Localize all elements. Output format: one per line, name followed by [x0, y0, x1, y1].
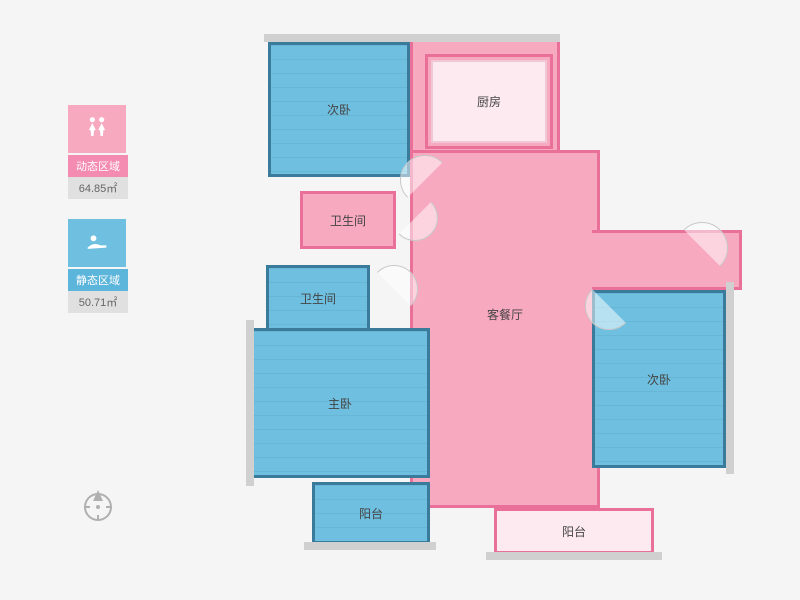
people-icon — [68, 105, 126, 153]
room-bath-pink-label: 卫生间 — [330, 212, 366, 229]
room-bath-blue: 卫生间 — [266, 265, 370, 331]
room-bedroom-nw-label: 次卧 — [327, 101, 351, 118]
room-living-label: 客餐厅 — [487, 306, 523, 323]
legend-static: 静态区域 50.71㎡ — [68, 219, 128, 313]
wall-3 — [726, 282, 734, 474]
wall-4 — [304, 542, 436, 550]
room-kitchen-label: 厨房 — [477, 93, 501, 110]
room-bath-blue-label: 卫生间 — [300, 290, 336, 307]
wall-5 — [486, 552, 662, 560]
room-balcony-s-label: 阳台 — [562, 523, 586, 540]
floorplan: 客餐厅 厨房 次卧 卫生间 卫生间 主卧 阳台 次卧 阳台 — [240, 20, 760, 580]
rest-icon — [68, 219, 126, 267]
wall-1 — [264, 34, 560, 42]
room-bedroom-se-label: 次卧 — [647, 371, 671, 388]
room-master: 主卧 — [250, 328, 430, 478]
room-bath-pink: 卫生间 — [300, 191, 396, 249]
legend-dynamic: 动态区域 64.85㎡ — [68, 105, 128, 199]
room-balcony-w-label: 阳台 — [359, 505, 383, 522]
room-kitchen: 厨房 — [425, 54, 553, 149]
room-master-label: 主卧 — [328, 395, 352, 412]
legend-static-label: 静态区域 — [68, 269, 128, 291]
room-bedroom-nw: 次卧 — [268, 42, 410, 177]
legend-dynamic-value: 64.85㎡ — [68, 177, 128, 199]
room-balcony-w: 阳台 — [312, 482, 430, 544]
room-living-main: 客餐厅 — [410, 150, 600, 508]
wall-2 — [246, 320, 254, 486]
legend-dynamic-label: 动态区域 — [68, 155, 128, 177]
compass-icon — [78, 485, 118, 525]
legend-static-value: 50.71㎡ — [68, 291, 128, 313]
room-balcony-s: 阳台 — [494, 508, 654, 554]
door-arc-2 — [370, 265, 418, 313]
legend: 动态区域 64.85㎡ 静态区域 50.71㎡ — [68, 105, 128, 333]
